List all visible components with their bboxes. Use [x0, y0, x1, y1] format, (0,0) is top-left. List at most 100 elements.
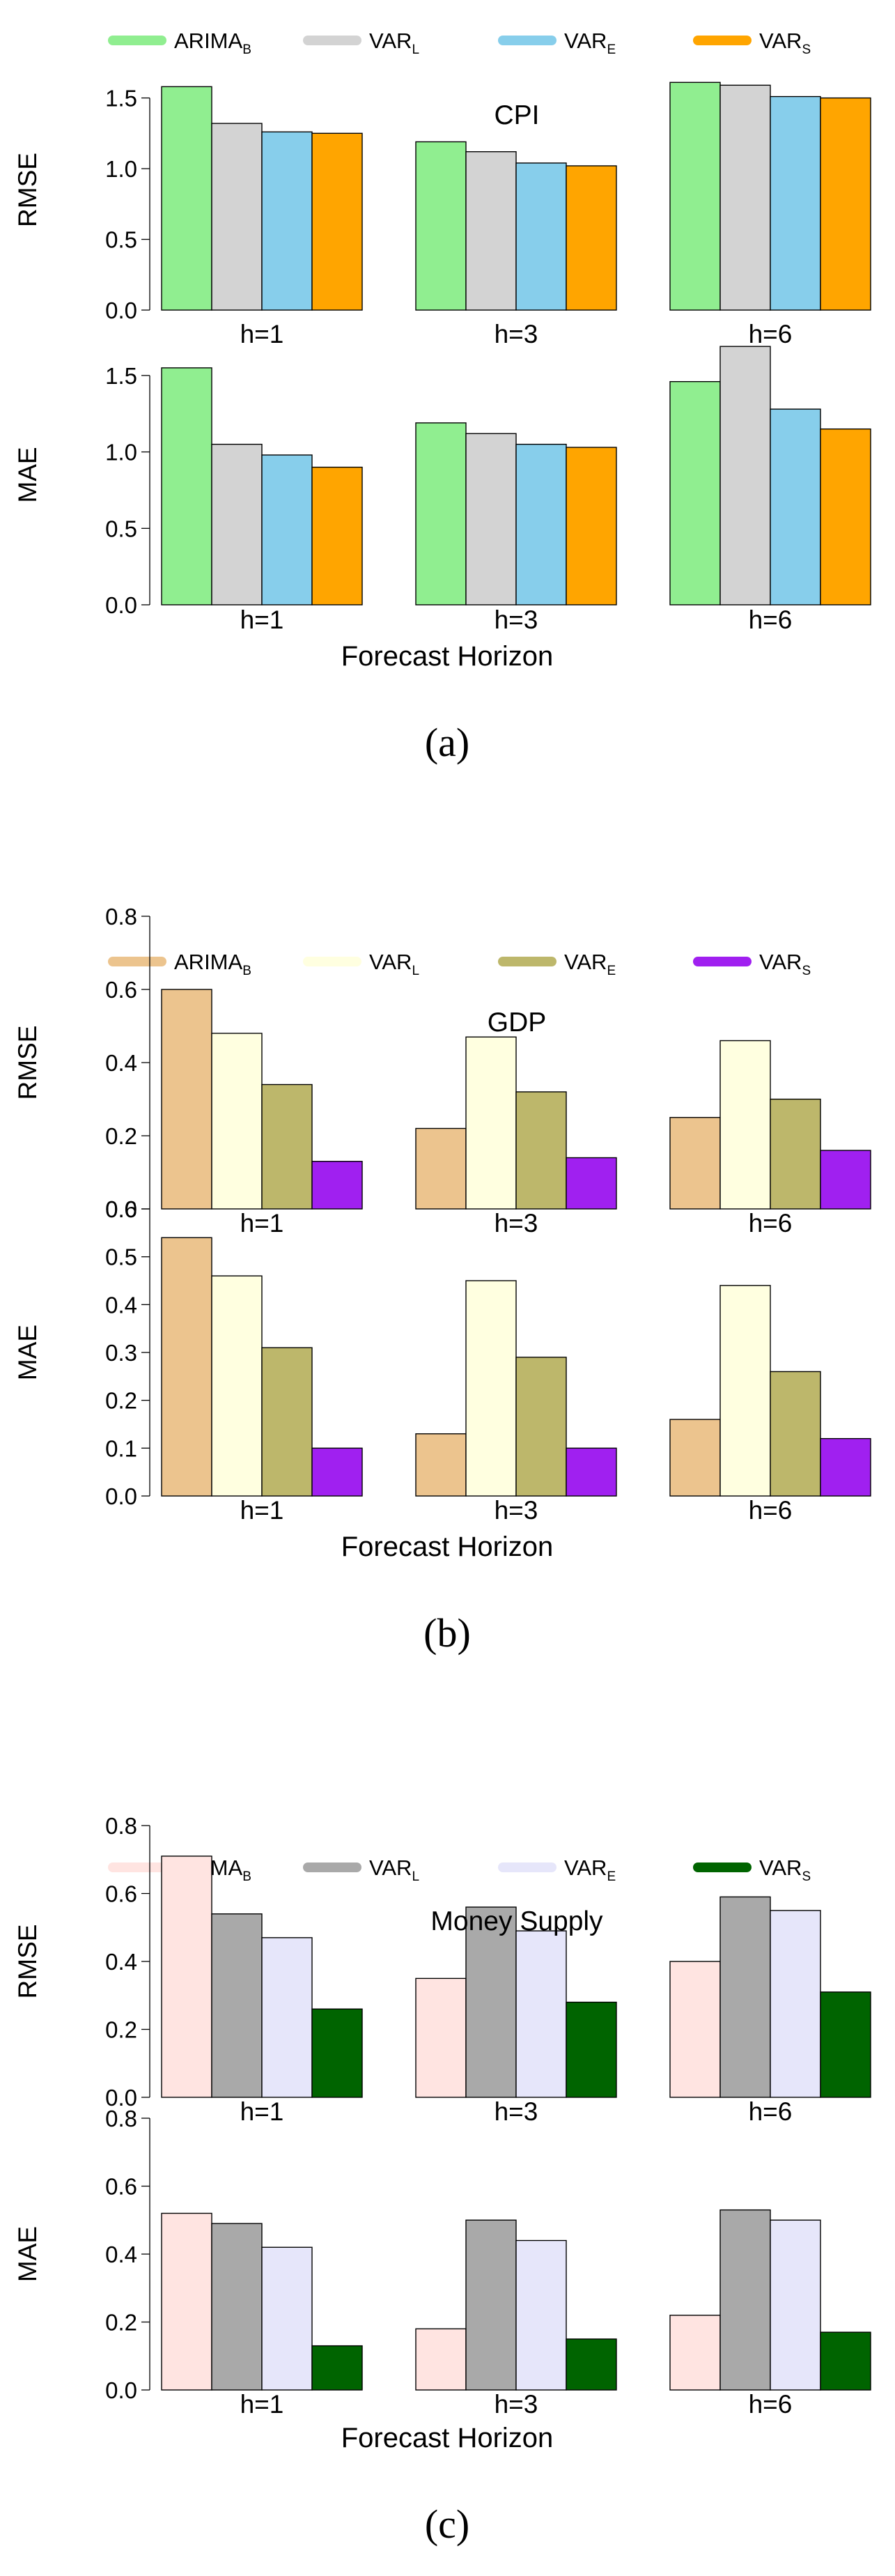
legend-label: VARL	[369, 29, 419, 57]
bar	[719, 2209, 771, 2391]
y-tick-label: 0.5	[105, 516, 137, 541]
bar	[719, 1040, 771, 1210]
group-label: h=6	[749, 606, 793, 634]
legend-label-sub: B	[242, 1869, 251, 1884]
bar	[669, 1117, 721, 1210]
y-axis-title: RMSE	[13, 1026, 42, 1100]
bar	[261, 1347, 313, 1497]
y-tick-label: 0.0	[105, 1196, 137, 1222]
legend-label: VARE	[564, 29, 616, 57]
y-axis-title: MAE	[13, 447, 42, 502]
bar	[820, 1437, 871, 1497]
panel-rmse: 0.0 0.5 1.0 1.5 RMSE h=1 h=3 h=6	[13, 82, 871, 348]
group-label: h=1	[240, 320, 284, 348]
bar	[770, 1098, 821, 1210]
group-label: h=1	[240, 2097, 284, 2126]
y-tick-label: 0.6	[105, 977, 137, 1003]
bar	[161, 1237, 212, 1497]
bar	[515, 1091, 567, 1210]
y-tick-label: 0.4	[105, 1050, 137, 1076]
bar	[261, 2246, 313, 2391]
panel-rmse: 0.0 0.2 0.4 0.6 0.8 RMSE h=1 h=3 h=6	[13, 904, 871, 1237]
bar	[669, 2315, 721, 2391]
bar	[211, 2223, 263, 2391]
legend-label: VARL	[369, 1856, 419, 1884]
bar	[719, 1285, 771, 1497]
x-axis-title: Forecast Horizon	[341, 2423, 554, 2453]
y-tick-label: 0.0	[105, 2085, 137, 2111]
bar	[415, 1127, 467, 1210]
y-tick-label: 0.4	[105, 1949, 137, 1975]
legend-label-main: VAR	[564, 1856, 607, 1880]
bar	[311, 2345, 363, 2391]
legend-label: ARIMAB	[174, 950, 251, 978]
group-label: h=6	[749, 1209, 793, 1237]
bar	[311, 132, 363, 311]
legend-label-sub: B	[242, 964, 251, 978]
bar	[161, 989, 212, 1210]
y-tick-label: 0.8	[105, 1813, 137, 1839]
bar	[415, 2328, 467, 2391]
bar	[161, 1856, 212, 2098]
panel-mae: 0.0 0.5 1.0 1.5 MAE h=1 h=3 h=6	[13, 346, 871, 634]
y-tick-label: 0.5	[105, 1244, 137, 1270]
legend-label-sub: S	[802, 964, 811, 978]
y-tick-label: 0.0	[105, 1483, 137, 1509]
bar	[770, 1371, 821, 1497]
bar	[415, 422, 467, 606]
y-tick-label: 0.0	[105, 2377, 137, 2403]
group-label: h=3	[495, 320, 538, 348]
bar	[515, 2239, 567, 2391]
y-tick-label: 0.1	[105, 1435, 137, 1461]
chart-title: GDP	[488, 1008, 547, 1038]
bar	[161, 367, 212, 606]
figure-caption: (b)	[423, 1610, 471, 1656]
legend-label-sub: S	[802, 43, 811, 57]
figure-caption: (c)	[425, 2501, 469, 2547]
bar	[719, 346, 771, 606]
bar	[669, 380, 721, 606]
y-axis-title: MAE	[13, 1325, 42, 1380]
group-label: h=1	[240, 606, 284, 634]
legend-label: VARS	[759, 1856, 811, 1884]
legend-label: VARE	[564, 1856, 616, 1884]
group-label: h=1	[240, 1496, 284, 1525]
bar	[770, 2219, 821, 2391]
group-label: h=3	[495, 606, 538, 634]
legend-label-main: ARIMA	[174, 29, 243, 53]
bar	[566, 1157, 617, 1210]
y-tick-label: 1.5	[105, 363, 137, 389]
bar	[770, 408, 821, 606]
bar	[211, 1275, 263, 1497]
bar	[465, 1280, 517, 1497]
bar	[669, 1419, 721, 1497]
legend-label-sub: L	[412, 964, 419, 978]
bar	[465, 151, 517, 311]
bar	[261, 1937, 313, 2098]
y-tick-label: 0.3	[105, 1340, 137, 1366]
y-tick-label: 0.2	[105, 2017, 137, 2043]
panel-rmse: 0.0 0.2 0.4 0.6 0.8 RMSE h=1 h=3 h=6	[13, 1813, 871, 2126]
bar	[515, 1357, 567, 1497]
y-axis-title: RMSE	[13, 1925, 42, 1999]
group-label: h=3	[495, 1209, 538, 1237]
bar	[566, 2001, 617, 2098]
legend-label-sub: E	[607, 1869, 616, 1884]
bar	[415, 1433, 467, 1497]
y-tick-label: 0.0	[105, 298, 137, 323]
bar	[820, 2331, 871, 2391]
y-axis-title: RMSE	[13, 153, 42, 227]
y-tick-label: 0.2	[105, 2310, 137, 2336]
group-label: h=3	[495, 2097, 538, 2126]
legend-label-main: VAR	[759, 1856, 802, 1880]
bar	[415, 1977, 467, 2098]
y-tick-label: 1.0	[105, 440, 137, 465]
y-tick-label: 0.4	[105, 1292, 137, 1318]
legend-label-main: VAR	[369, 1856, 412, 1880]
y-tick-label: 0.6	[105, 2174, 137, 2200]
bar	[465, 1036, 517, 1210]
